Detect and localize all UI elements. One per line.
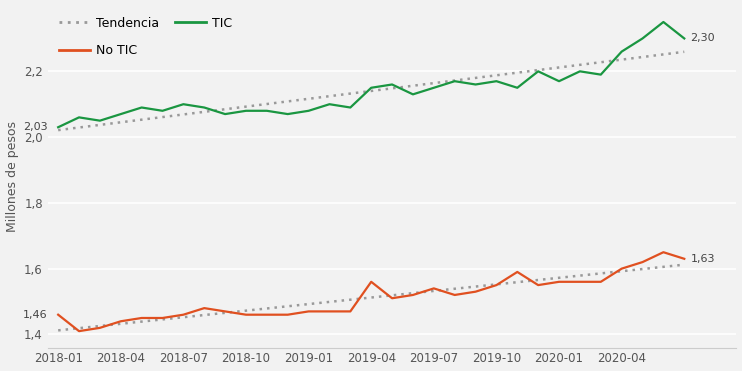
Text: 2,30: 2,30: [691, 33, 715, 43]
Legend: No TIC: No TIC: [54, 39, 142, 62]
Text: 1,46: 1,46: [23, 310, 47, 320]
Y-axis label: Millones de pesos: Millones de pesos: [5, 121, 19, 232]
Text: 2,03: 2,03: [23, 122, 47, 132]
Text: 1,63: 1,63: [691, 254, 715, 264]
